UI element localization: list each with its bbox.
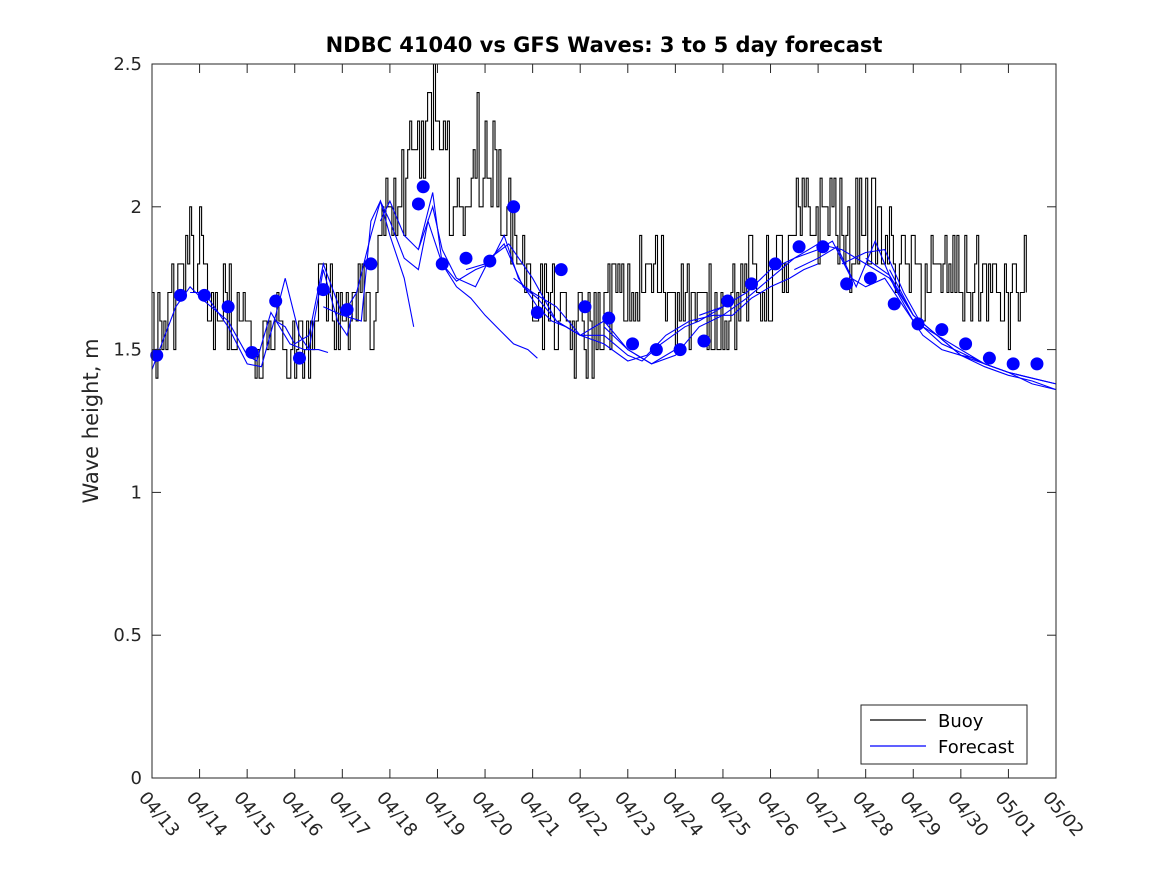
y-tick-label: 2 (131, 197, 142, 218)
forecast-point (697, 334, 711, 348)
forecast-point (721, 294, 735, 308)
forecast-point (316, 283, 330, 297)
forecast-run-line (417, 204, 676, 365)
forecast-point (507, 200, 521, 214)
forecast-run-line (513, 263, 819, 362)
forecast-point (411, 197, 425, 211)
forecast-point (459, 251, 473, 265)
forecast-point (768, 257, 782, 271)
forecast-point (673, 343, 687, 357)
forecast-point (416, 180, 430, 194)
forecast-run-line (190, 269, 353, 368)
forecast-point (1030, 357, 1044, 371)
chart-title: NDBC 41040 vs GFS Waves: 3 to 5 day fore… (326, 33, 883, 57)
forecast-point (626, 337, 640, 351)
forecast-point (887, 297, 901, 311)
y-tick-label: 1 (131, 482, 142, 503)
forecast-point (792, 240, 806, 254)
forecast-run-line (379, 192, 581, 336)
y-axis-label: Wave height, m (79, 338, 103, 503)
plot-area (150, 63, 1057, 779)
forecast-point (744, 277, 758, 291)
forecast-point (935, 323, 949, 337)
forecast-point (649, 343, 663, 357)
forecast-point (150, 348, 164, 362)
forecast-run-line (841, 248, 1057, 391)
y-tick-label: 0.5 (113, 625, 142, 646)
legend-forecast-label: Forecast (938, 737, 1014, 758)
y-tick-label: 2.5 (113, 54, 142, 75)
forecast-series (151, 192, 1057, 391)
forecast-point (1006, 357, 1020, 371)
forecast-point (197, 288, 211, 302)
forecast-run-line (275, 199, 415, 345)
y-tick-label: 0 (131, 768, 142, 789)
buoy-series (152, 63, 1027, 379)
forecast-point (435, 257, 449, 271)
forecast-point (554, 263, 568, 277)
forecast-point (863, 271, 877, 285)
forecast-point (959, 337, 973, 351)
legend: Buoy Forecast (860, 704, 1028, 765)
forecast-point (530, 305, 544, 319)
forecast-point (364, 257, 378, 271)
forecast-point (483, 254, 497, 268)
y-axis-ticks: 0 0.5 1 1.5 2 2.5 (113, 54, 1056, 789)
forecast-point (340, 303, 354, 317)
buoy-line (152, 63, 1027, 379)
forecast-point (840, 277, 854, 291)
forecast-point (578, 300, 592, 314)
forecast-point (911, 317, 925, 331)
forecast-point (602, 311, 616, 325)
forecast-point (292, 351, 306, 365)
legend-box (860, 704, 1028, 765)
forecast-point (221, 300, 235, 314)
forecast-run-line (603, 243, 914, 365)
forecast-run-line (465, 242, 724, 362)
axes-box (151, 63, 1057, 779)
forecast-point (982, 351, 996, 365)
forecast-point (245, 345, 259, 359)
forecast-point (816, 240, 830, 254)
verification-points (150, 180, 1044, 371)
forecast-point (174, 288, 188, 302)
legend-buoy-label: Buoy (938, 711, 984, 732)
axes-background (152, 64, 1056, 778)
forecast-point (269, 294, 283, 308)
y-tick-label: 1.5 (113, 340, 142, 361)
